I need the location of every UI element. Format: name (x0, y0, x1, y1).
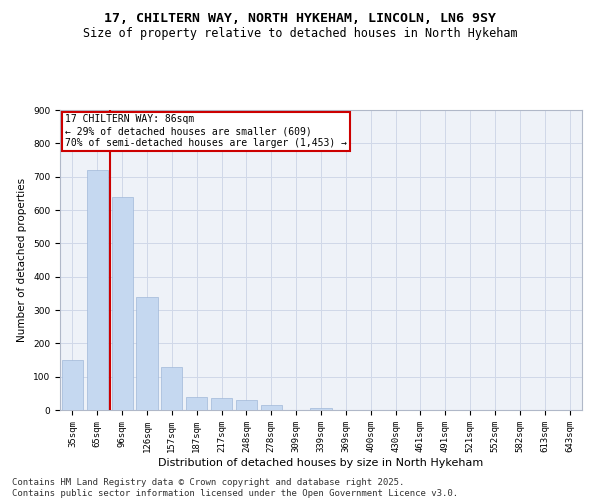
Bar (136, 296, 158, 410)
Bar (211, 398, 232, 410)
X-axis label: Distribution of detached houses by size in North Hykeham: Distribution of detached houses by size … (158, 458, 484, 468)
Text: 17 CHILTERN WAY: 86sqm
← 29% of detached houses are smaller (609)
70% of semi-de: 17 CHILTERN WAY: 86sqm ← 29% of detached… (65, 114, 347, 148)
Y-axis label: Number of detached properties: Number of detached properties (17, 178, 28, 342)
Text: 17, CHILTERN WAY, NORTH HYKEHAM, LINCOLN, LN6 9SY: 17, CHILTERN WAY, NORTH HYKEHAM, LINCOLN… (104, 12, 496, 26)
Bar (62, 360, 83, 410)
Bar (112, 196, 133, 410)
Bar (261, 405, 282, 410)
Text: Contains HM Land Registry data © Crown copyright and database right 2025.
Contai: Contains HM Land Registry data © Crown c… (12, 478, 458, 498)
Bar (310, 408, 332, 410)
Bar (186, 396, 207, 410)
Bar (161, 366, 182, 410)
Bar (236, 400, 257, 410)
Bar (87, 170, 108, 410)
Text: Size of property relative to detached houses in North Hykeham: Size of property relative to detached ho… (83, 28, 517, 40)
